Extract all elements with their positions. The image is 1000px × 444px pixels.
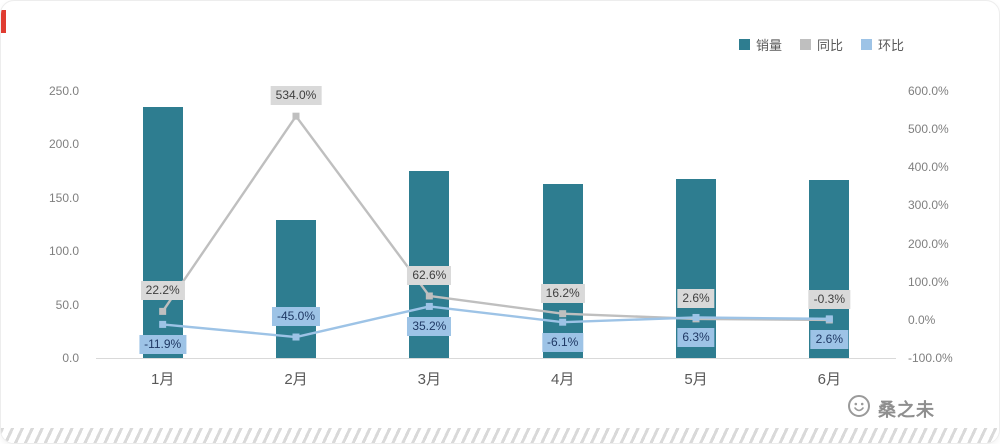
y-axis-left-tick: 200.0 [48,137,79,152]
yoy-line [161,114,830,322]
watermark-logo-icon [847,394,871,423]
y-axis-left-tick: 100.0 [48,244,79,259]
yoy-data-label: 16.2% [540,283,585,303]
y-axis-right-tick: 600.0% [908,84,949,98]
yoy-data-label: 534.0% [270,86,322,106]
x-axis-label: 4月 [550,371,575,388]
y-axis-left-tick: 50.0 [55,297,79,312]
watermark: 桑之未 [847,394,935,423]
x-axis-label: 1月 [150,371,175,388]
yoy-marker [292,112,300,120]
legend-swatch-yoy [799,39,811,50]
y-axis-right-tick: -100.0% [908,351,953,365]
mom-data-label: 35.2% [407,317,452,337]
legend-swatch-mom [860,39,872,50]
x-axis-label: 5月 [684,371,708,388]
y-axis-right-tick: 500.0% [908,122,949,137]
y-axis-left-tick: 250.0 [48,84,79,98]
y-axis-right-tick: 0.0% [908,312,936,327]
y-axis-left-tick: 150.0 [48,190,79,205]
bar-month-4 [542,183,583,358]
watermark-text: 桑之未 [878,399,935,420]
legend-item-mom: 环比 [860,35,904,54]
legend-swatch-sales [738,39,750,50]
legend-label-sales: 销量 [755,38,782,53]
mom-data-label: 6.3% [677,328,715,348]
bottom-stripe-pattern [1,428,999,443]
bar-month-1 [142,107,183,358]
mom-data-label: -6.1% [541,333,584,353]
mom-data-label: 2.6% [810,329,849,349]
legend-label-mom: 环比 [877,38,904,53]
y-axis-right-tick: 300.0% [908,198,949,213]
y-axis-right-tick: 400.0% [908,160,949,175]
legend-item-yoy: 同比 [799,35,843,54]
x-axis-label: 2月 [284,371,308,388]
yoy-data-label: 2.6% [677,288,715,308]
bar-month-2 [276,220,316,358]
mom-data-label: -11.9% [139,335,187,355]
legend-label-yoy: 同比 [816,38,843,53]
legend-item-sales: 销量 [738,35,782,54]
mom-data-label: -45.0% [271,307,321,327]
y-axis-right-tick: 200.0% [908,236,949,251]
x-axis-line [96,358,896,359]
x-axis-label: 6月 [817,371,841,388]
y-axis-left-tick: 0.0 [62,351,79,365]
yoy-data-label: 22.2% [140,281,185,301]
y-axis-right-tick: 100.0% [908,274,949,289]
x-axis-label: 3月 [417,371,441,388]
chart-legend: 销量 同比 环比 [738,35,904,54]
yoy-data-label: 62.6% [407,265,452,285]
red-accent-mark [1,10,6,33]
yoy-data-label: -0.3% [808,289,851,309]
mom-line [162,305,830,339]
